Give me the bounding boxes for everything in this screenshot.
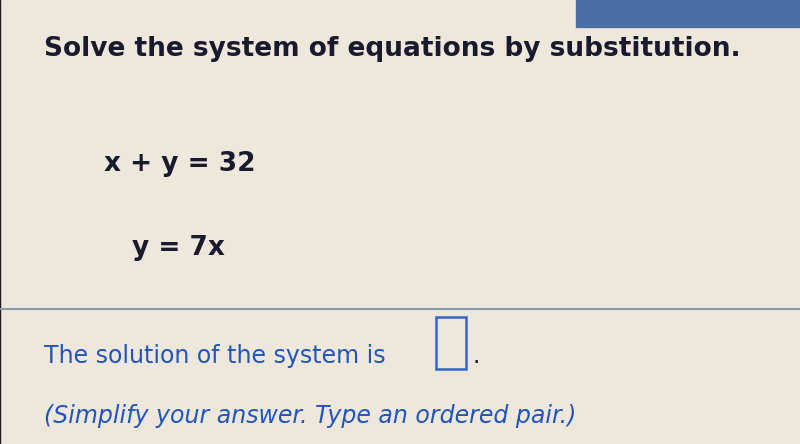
- Text: Solve the system of equations by substitution.: Solve the system of equations by substit…: [44, 36, 741, 62]
- Bar: [436, 317, 466, 369]
- Text: The solution of the system is: The solution of the system is: [44, 344, 386, 368]
- Text: y = 7x: y = 7x: [132, 235, 225, 262]
- Text: .: .: [473, 344, 480, 368]
- Text: x + y = 32: x + y = 32: [104, 151, 255, 177]
- Text: (Simplify your answer. Type an ordered pair.): (Simplify your answer. Type an ordered p…: [44, 404, 576, 428]
- Bar: [576, 0, 800, 27]
